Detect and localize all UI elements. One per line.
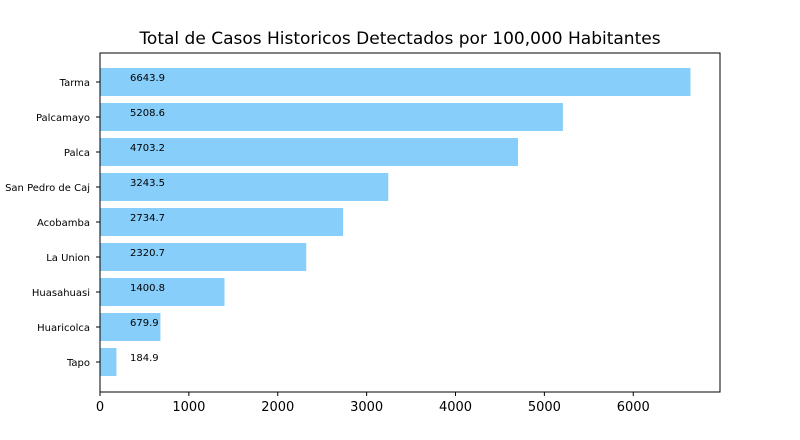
- bar-5: [100, 243, 307, 271]
- x-tick-label-5: 5000: [528, 400, 561, 415]
- bar-1: [100, 103, 563, 131]
- data-label-6: 1400.8: [130, 283, 165, 294]
- x-axis: 0 1000 2000 3000 4000 5000 6000: [96, 392, 650, 415]
- y-tick-label-6: Huasahuasi: [32, 288, 90, 299]
- x-tick-label-2: 2000: [261, 400, 294, 415]
- data-label-2: 4703.2: [130, 143, 165, 154]
- y-tick-label-8: Tapo: [66, 358, 90, 369]
- data-label-1: 5208.6: [130, 108, 165, 119]
- bar-6: [100, 278, 225, 306]
- chart-title: Total de Casos Historicos Detectados por…: [138, 29, 660, 49]
- y-axis: Tarma Palcamayo Palca San Pedro de Caj Acoba…: [5, 78, 100, 369]
- bar-0: [100, 68, 691, 96]
- bars-group: 6643.9 5208.6 4703.2 3243.5 2734.7 2320.7 1400…: [100, 68, 691, 376]
- x-tick-label-6: 6000: [617, 400, 650, 415]
- y-tick-label-0: Tarma: [59, 78, 90, 89]
- data-label-8: 184.9: [130, 353, 159, 364]
- y-tick-label-2: Palca: [64, 148, 90, 159]
- x-tick-label-1: 1000: [172, 400, 205, 415]
- bar-7: [100, 313, 161, 341]
- y-tick-label-5: La Union: [46, 253, 90, 264]
- bar-3: [100, 173, 389, 201]
- bar-8: [100, 348, 117, 376]
- data-label-5: 2320.7: [130, 248, 165, 259]
- x-tick-label-3: 3000: [350, 400, 383, 415]
- y-tick-label-1: Palcamayo: [36, 113, 90, 124]
- x-tick-label-4: 4000: [439, 400, 472, 415]
- y-tick-label-4: Acobamba: [37, 218, 90, 229]
- bar-2: [100, 138, 519, 166]
- x-tick-label-0: 0: [96, 400, 104, 415]
- y-tick-label-3: San Pedro de Caj: [5, 183, 90, 194]
- data-label-0: 6643.9: [130, 73, 165, 84]
- y-tick-label-7: Huaricolca: [37, 323, 90, 334]
- data-label-4: 2734.7: [130, 213, 165, 224]
- bar-4: [100, 208, 344, 236]
- plot-frame: [99, 52, 721, 393]
- data-label-7: 679.9: [130, 318, 159, 329]
- data-label-3: 3243.5: [130, 178, 165, 189]
